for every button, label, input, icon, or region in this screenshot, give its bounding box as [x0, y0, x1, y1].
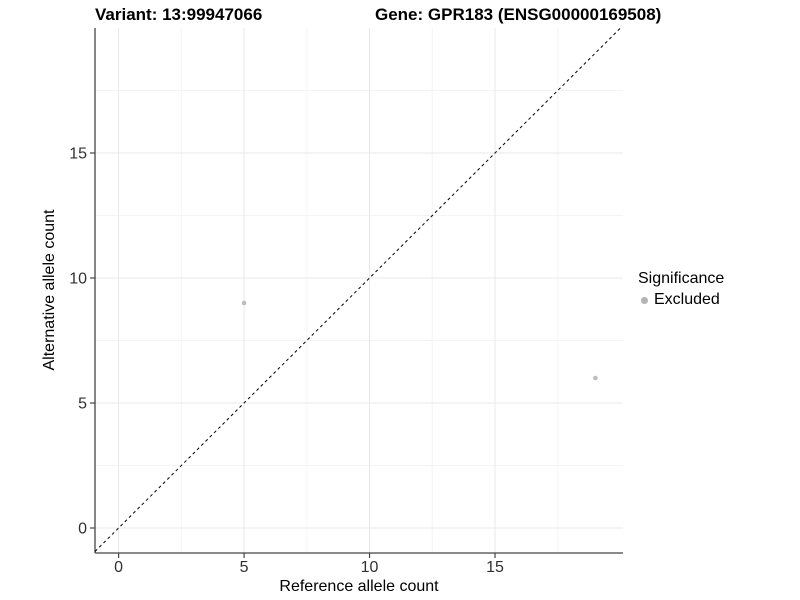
y-tick-label: 0	[78, 521, 87, 538]
y-tick-label: 10	[69, 271, 87, 288]
plot-title-variant: Variant: 13:99947066	[95, 5, 263, 24]
legend-item-label: Excluded	[654, 291, 720, 308]
x-tick-label: 0	[114, 559, 123, 576]
plot-title-gene: Gene: GPR183 (ENSG00000169508)	[375, 5, 662, 24]
identity-line	[94, 27, 621, 552]
legend-title: Significance	[638, 270, 725, 287]
legend-item-excluded: Excluded	[641, 291, 724, 309]
data-point	[241, 300, 247, 306]
x-tick-label: 10	[361, 559, 379, 576]
legend-key-dot	[641, 296, 648, 304]
x-tick-label: 5	[240, 559, 249, 576]
legend: Significance Excluded	[638, 270, 724, 309]
y-axis-title: Alternative allele count	[41, 209, 58, 371]
data-point	[593, 375, 598, 381]
x-tick-label: 15	[486, 559, 504, 576]
x-axis-title: Reference allele count	[279, 578, 439, 595]
y-tick-label: 15	[69, 146, 87, 163]
y-tick-label: 5	[78, 396, 87, 413]
